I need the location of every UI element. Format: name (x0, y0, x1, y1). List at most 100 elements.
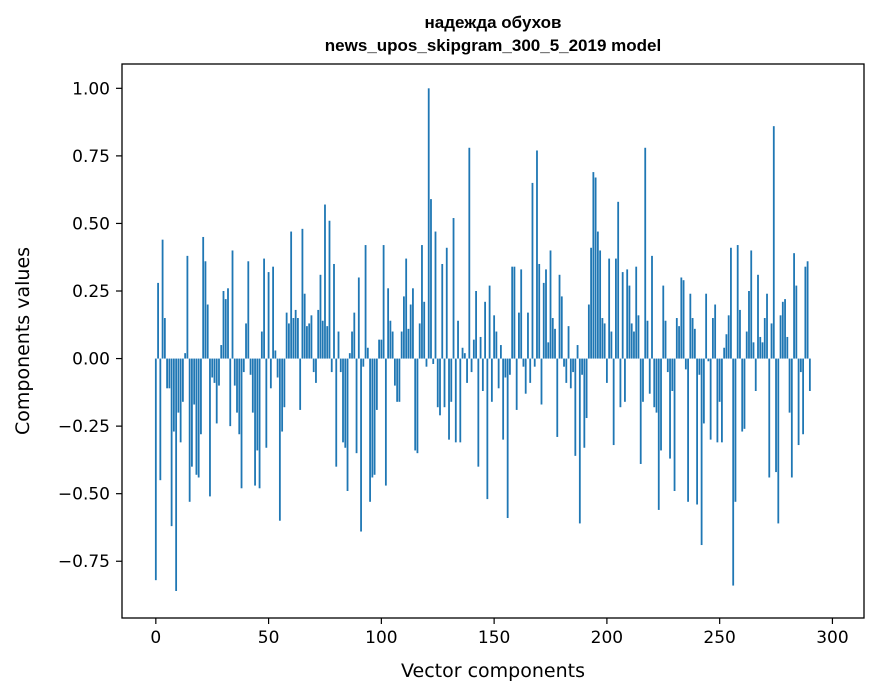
bar-97 (373, 358, 376, 475)
y-tick-label: −0.25 (58, 417, 110, 437)
bar-125 (436, 358, 439, 408)
bar-152 (497, 358, 500, 389)
bar-290 (808, 358, 811, 391)
bar-230 (673, 358, 676, 491)
bar-39 (242, 358, 245, 373)
bar-105 (391, 331, 394, 359)
bar-26 (213, 358, 216, 383)
bar-178 (556, 358, 559, 437)
bar-92 (362, 358, 365, 367)
bar-238 (691, 318, 694, 359)
bar-208 (624, 358, 626, 402)
bar-218 (646, 320, 649, 359)
bar-288 (804, 266, 807, 359)
bar-282 (790, 358, 793, 478)
bar-104 (389, 320, 392, 359)
bar-71 (315, 358, 317, 383)
bar-101 (382, 245, 385, 359)
bar-250 (718, 358, 721, 402)
bar-65 (301, 228, 304, 359)
bar-96 (371, 358, 374, 478)
bar-9 (175, 358, 178, 591)
bar-5 (166, 358, 168, 389)
bar-154 (502, 358, 505, 440)
bar-177 (554, 328, 556, 359)
y-tick-label: 0.00 (72, 350, 110, 370)
bar-147 (486, 358, 489, 500)
bar-170 (538, 263, 541, 359)
bar-73 (319, 274, 322, 359)
bar-37 (238, 358, 241, 435)
bar-252 (723, 347, 726, 359)
bar-281 (788, 358, 791, 413)
bar-243 (702, 358, 705, 424)
bar-138 (466, 358, 468, 383)
bar-164 (524, 358, 527, 394)
bar-63 (297, 318, 299, 359)
bar-221 (653, 358, 656, 408)
bar-14 (186, 255, 189, 359)
bar-274 (772, 126, 775, 359)
bar-10 (177, 358, 180, 413)
bar-135 (459, 358, 462, 443)
bar-176 (551, 318, 554, 359)
y-axis: 1.00 0.75 0.50 0.25 0.00 −0.25 −0.50 −0.75 (58, 79, 122, 572)
bar-242 (700, 358, 703, 546)
x-tick-label: 150 (478, 628, 510, 648)
bar-194 (592, 172, 595, 359)
bar-50 (267, 272, 270, 359)
bar-90 (357, 277, 360, 359)
bar-91 (360, 358, 362, 532)
bar-121 (427, 88, 430, 359)
bar-289 (806, 261, 809, 359)
bar-285 (797, 358, 800, 446)
bar-255 (730, 247, 732, 359)
bar-200 (605, 358, 608, 383)
bar-156 (506, 358, 509, 519)
bar-48 (263, 258, 265, 359)
bar-107 (396, 358, 399, 402)
bar-51 (269, 358, 272, 389)
bar-20 (200, 358, 202, 435)
bar-271 (766, 293, 768, 359)
bar-69 (310, 315, 313, 359)
bar-115 (414, 358, 417, 451)
bar-43 (251, 358, 254, 413)
bar-263 (748, 291, 750, 359)
bar-122 (430, 199, 432, 359)
bar-12 (181, 358, 184, 402)
bar-216 (642, 358, 644, 402)
bar-38 (240, 358, 243, 489)
bar-205 (617, 201, 620, 359)
bar-64 (299, 358, 302, 410)
bar-86 (348, 353, 351, 359)
bar-16 (191, 358, 193, 467)
bar-264 (750, 250, 753, 359)
bar-196 (596, 231, 599, 359)
bar-88 (353, 312, 356, 359)
bar-27 (215, 358, 218, 424)
bar-57 (283, 358, 286, 408)
bar-46 (258, 358, 261, 489)
bar-98 (375, 358, 378, 410)
bar-167 (531, 182, 534, 359)
bar-184 (569, 358, 572, 389)
bar-131 (450, 358, 453, 402)
bar-247 (711, 318, 714, 359)
bar-266 (754, 358, 757, 391)
bar-248 (714, 304, 717, 359)
bar-224 (660, 358, 662, 451)
bar-114 (412, 288, 414, 359)
bar-93 (364, 245, 367, 359)
bar-67 (306, 326, 308, 359)
bar-81 (337, 331, 340, 359)
bar-102 (384, 358, 387, 486)
bar-74 (321, 320, 324, 359)
x-tick-label: 250 (703, 628, 735, 648)
bar-128 (443, 358, 446, 408)
bar-58 (285, 312, 288, 359)
y-tick-label: 0.50 (72, 214, 110, 234)
bar-19 (197, 358, 200, 478)
bar-72 (317, 309, 320, 359)
